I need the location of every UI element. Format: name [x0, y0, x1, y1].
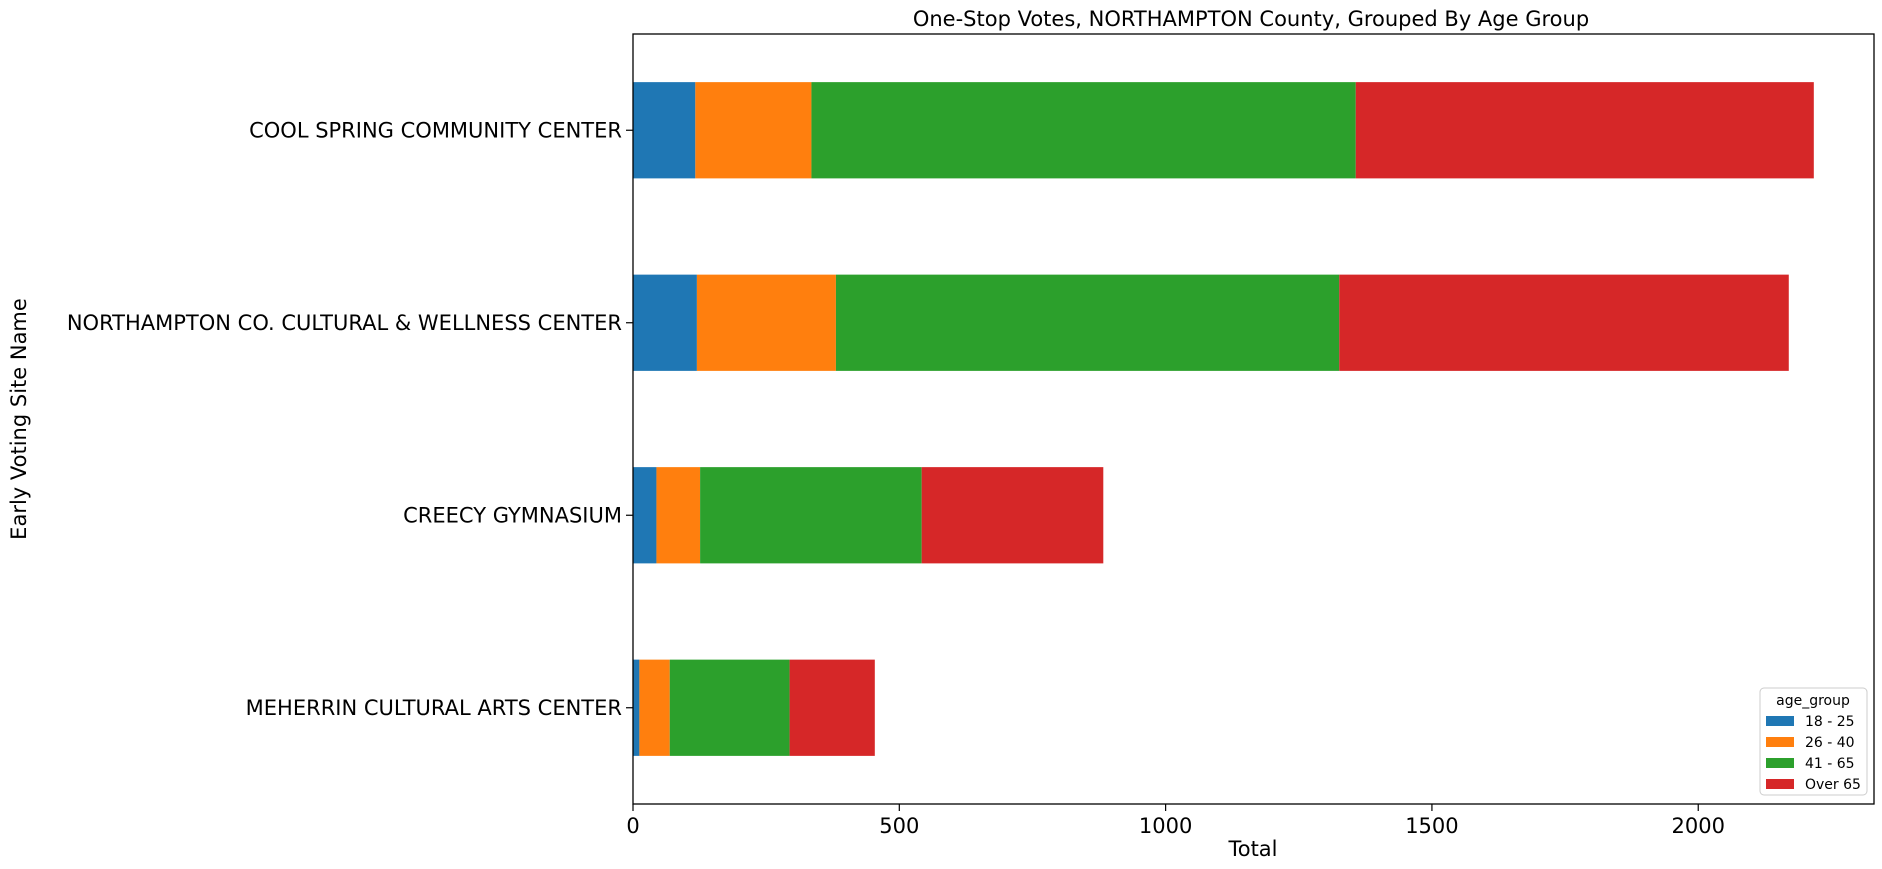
x-tick-label: 1000: [1139, 814, 1192, 838]
legend-frame: [1759, 687, 1868, 796]
legend-swatch-26-40: [1766, 737, 1794, 747]
x-tick-label: 2000: [1672, 814, 1725, 838]
bar-creecy-gymnasium-26-40: [656, 467, 701, 564]
bar-meherrin-cultural-arts-center-26-40: [639, 659, 670, 756]
legend-swatch-over-65: [1766, 779, 1794, 789]
y-tick-label: COOL SPRING COMMUNITY CENTER: [249, 118, 622, 142]
bar-meherrin-cultural-arts-center-41-65: [669, 659, 790, 756]
y-axis: COOL SPRING COMMUNITY CENTER NORTHAMPTON …: [67, 118, 633, 720]
plot-frame: [632, 33, 1875, 805]
bar-cool-spring-community-center-41-65: [811, 82, 1356, 179]
y-tick-label: CREECY GYMNASIUM: [403, 503, 622, 527]
bar-northampton-co-cultural-wellness-center-26-40: [696, 274, 836, 371]
plot-area: [633, 82, 1814, 756]
bar-northampton-co-cultural-wellness-center-18-25: [633, 274, 697, 371]
x-axis: 0 500 1000 1500 2000: [626, 804, 1725, 838]
bar-northampton-co-cultural-wellness-center-41-65: [835, 274, 1340, 371]
x-tick-label: 500: [879, 814, 919, 838]
bar-northampton-co-cultural-wellness-center-over-65: [1339, 274, 1789, 371]
legend: age_group 18 - 25 26 - 40 41 - 65 Over 65: [1759, 687, 1868, 796]
bar-meherrin-cultural-arts-center-over-65: [789, 659, 875, 756]
bar-cool-spring-community-center-over-65: [1355, 82, 1814, 179]
bar-creecy-gymnasium-41-65: [700, 467, 922, 564]
legend-swatch-18-25: [1766, 716, 1794, 726]
bar-meherrin-cultural-arts-center-18-25: [633, 659, 640, 756]
legend-swatch-41-65: [1766, 758, 1794, 768]
y-tick-label: NORTHAMPTON CO. CULTURAL & WELLNESS CENT…: [67, 311, 622, 335]
bar-cool-spring-community-center-26-40: [695, 82, 812, 179]
legend-label-41-65: 41 - 65: [1805, 756, 1855, 772]
legend-label-26-40: 26 - 40: [1805, 735, 1855, 751]
bar-creecy-gymnasium-18-25: [633, 467, 657, 564]
x-tick-label: 0: [626, 814, 639, 838]
legend-title: age_group: [1776, 693, 1850, 709]
y-tick-label: MEHERRIN CULTURAL ARTS CENTER: [246, 696, 622, 720]
bar-cool-spring-community-center-18-25: [633, 82, 696, 179]
x-axis-label: Total: [1227, 837, 1277, 861]
y-axis-label: Early Voting Site Name: [7, 298, 31, 540]
x-tick-label: 1500: [1405, 814, 1458, 838]
chart-title: One-Stop Votes, NORTHAMPTON County, Grou…: [913, 7, 1589, 31]
legend-label-over-65: Over 65: [1805, 777, 1861, 793]
legend-label-18-25: 18 - 25: [1805, 714, 1855, 730]
bar-creecy-gymnasium-over-65: [921, 467, 1104, 564]
